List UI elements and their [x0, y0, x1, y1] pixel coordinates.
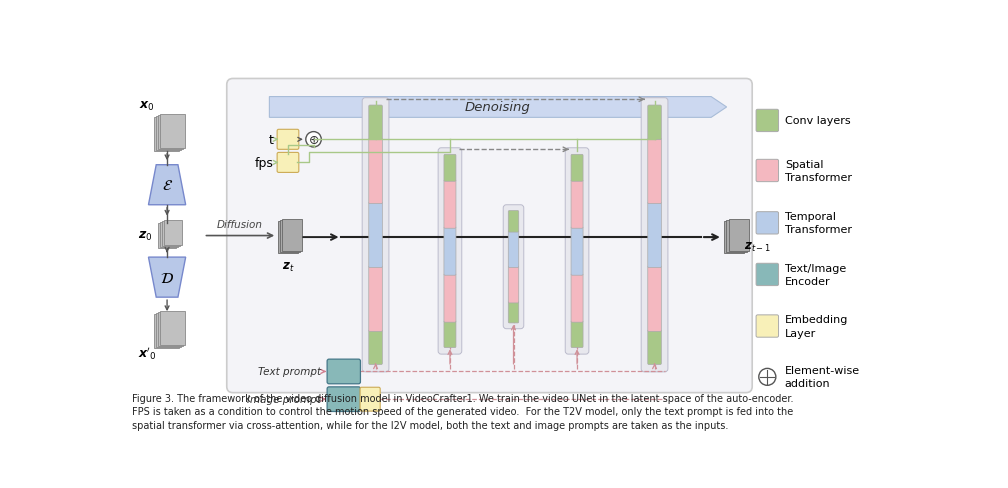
FancyBboxPatch shape [369, 139, 382, 204]
Text: Figure 3. The framework of the video diffusion model in VideoCrafter1. We train : Figure 3. The framework of the video dif… [132, 393, 793, 430]
FancyBboxPatch shape [729, 219, 749, 252]
Text: $\mathcal{D}$: $\mathcal{D}$ [160, 270, 174, 285]
Text: $\mathcal{E}$: $\mathcal{E}$ [161, 178, 172, 193]
Text: t: t [269, 134, 274, 146]
Text: Spatial
Transformer: Spatial Transformer [785, 160, 852, 183]
FancyBboxPatch shape [648, 266, 661, 332]
FancyBboxPatch shape [727, 221, 747, 253]
Text: $\boldsymbol{x}_0$: $\boldsymbol{x}_0$ [139, 100, 155, 113]
Text: $\boldsymbol{x}'_0$: $\boldsymbol{x}'_0$ [138, 345, 156, 362]
FancyBboxPatch shape [160, 115, 185, 148]
FancyBboxPatch shape [572, 227, 583, 276]
Text: Conv layers: Conv layers [785, 116, 851, 126]
FancyBboxPatch shape [227, 80, 752, 393]
FancyBboxPatch shape [158, 224, 175, 248]
FancyBboxPatch shape [282, 219, 302, 252]
FancyBboxPatch shape [369, 203, 382, 268]
FancyBboxPatch shape [572, 321, 583, 348]
Text: Embedding
Layer: Embedding Layer [785, 315, 848, 338]
FancyBboxPatch shape [362, 99, 389, 372]
FancyBboxPatch shape [278, 222, 298, 254]
Polygon shape [148, 258, 185, 298]
Text: $\oplus$: $\oplus$ [307, 134, 320, 146]
FancyBboxPatch shape [328, 359, 361, 384]
FancyBboxPatch shape [756, 160, 778, 183]
FancyBboxPatch shape [360, 387, 380, 411]
Text: Text/Image
Encoder: Text/Image Encoder [785, 264, 846, 286]
FancyBboxPatch shape [280, 221, 300, 253]
FancyBboxPatch shape [565, 148, 589, 354]
FancyBboxPatch shape [444, 227, 456, 276]
Text: $\boldsymbol{z}_t$: $\boldsymbol{z}_t$ [281, 260, 294, 273]
FancyBboxPatch shape [156, 313, 180, 347]
FancyBboxPatch shape [328, 387, 361, 412]
FancyBboxPatch shape [154, 314, 178, 348]
FancyBboxPatch shape [648, 139, 661, 204]
Text: Diffusion: Diffusion [217, 219, 263, 229]
Polygon shape [148, 165, 185, 205]
FancyBboxPatch shape [503, 205, 524, 329]
FancyBboxPatch shape [369, 330, 382, 365]
FancyBboxPatch shape [160, 311, 185, 345]
FancyBboxPatch shape [164, 221, 182, 245]
Circle shape [759, 368, 776, 386]
FancyBboxPatch shape [444, 321, 456, 348]
Text: $\boldsymbol{z}_{t-1}$: $\boldsymbol{z}_{t-1}$ [744, 240, 770, 253]
FancyBboxPatch shape [508, 211, 519, 233]
FancyBboxPatch shape [444, 181, 456, 229]
FancyBboxPatch shape [158, 312, 183, 346]
FancyBboxPatch shape [508, 266, 519, 304]
FancyBboxPatch shape [756, 264, 778, 286]
Text: Text prompt: Text prompt [258, 366, 322, 377]
Text: Temporal
Transformer: Temporal Transformer [785, 212, 852, 235]
FancyBboxPatch shape [756, 315, 778, 338]
FancyBboxPatch shape [277, 130, 298, 150]
FancyArrow shape [269, 98, 727, 118]
FancyBboxPatch shape [572, 155, 583, 182]
FancyBboxPatch shape [648, 203, 661, 268]
FancyBboxPatch shape [508, 302, 519, 323]
FancyBboxPatch shape [756, 212, 778, 235]
FancyBboxPatch shape [648, 106, 661, 141]
FancyBboxPatch shape [756, 110, 778, 132]
FancyBboxPatch shape [154, 118, 178, 152]
FancyBboxPatch shape [725, 222, 745, 254]
FancyBboxPatch shape [158, 116, 183, 149]
FancyBboxPatch shape [160, 223, 177, 247]
FancyBboxPatch shape [572, 181, 583, 229]
FancyBboxPatch shape [572, 274, 583, 323]
FancyBboxPatch shape [508, 231, 519, 268]
FancyBboxPatch shape [444, 155, 456, 182]
FancyBboxPatch shape [156, 117, 180, 150]
FancyBboxPatch shape [438, 148, 462, 354]
Text: Element-wise
addition: Element-wise addition [785, 366, 860, 388]
Text: Denoising: Denoising [465, 101, 531, 114]
FancyBboxPatch shape [369, 106, 382, 141]
Text: Image prompt: Image prompt [247, 394, 322, 405]
FancyBboxPatch shape [369, 266, 382, 332]
FancyBboxPatch shape [641, 99, 668, 372]
FancyBboxPatch shape [162, 222, 180, 246]
Text: $\boldsymbol{z}_0$: $\boldsymbol{z}_0$ [138, 229, 152, 243]
Text: fps: fps [255, 157, 274, 169]
Circle shape [305, 132, 322, 148]
FancyBboxPatch shape [277, 153, 298, 173]
FancyBboxPatch shape [444, 274, 456, 323]
FancyBboxPatch shape [648, 330, 661, 365]
